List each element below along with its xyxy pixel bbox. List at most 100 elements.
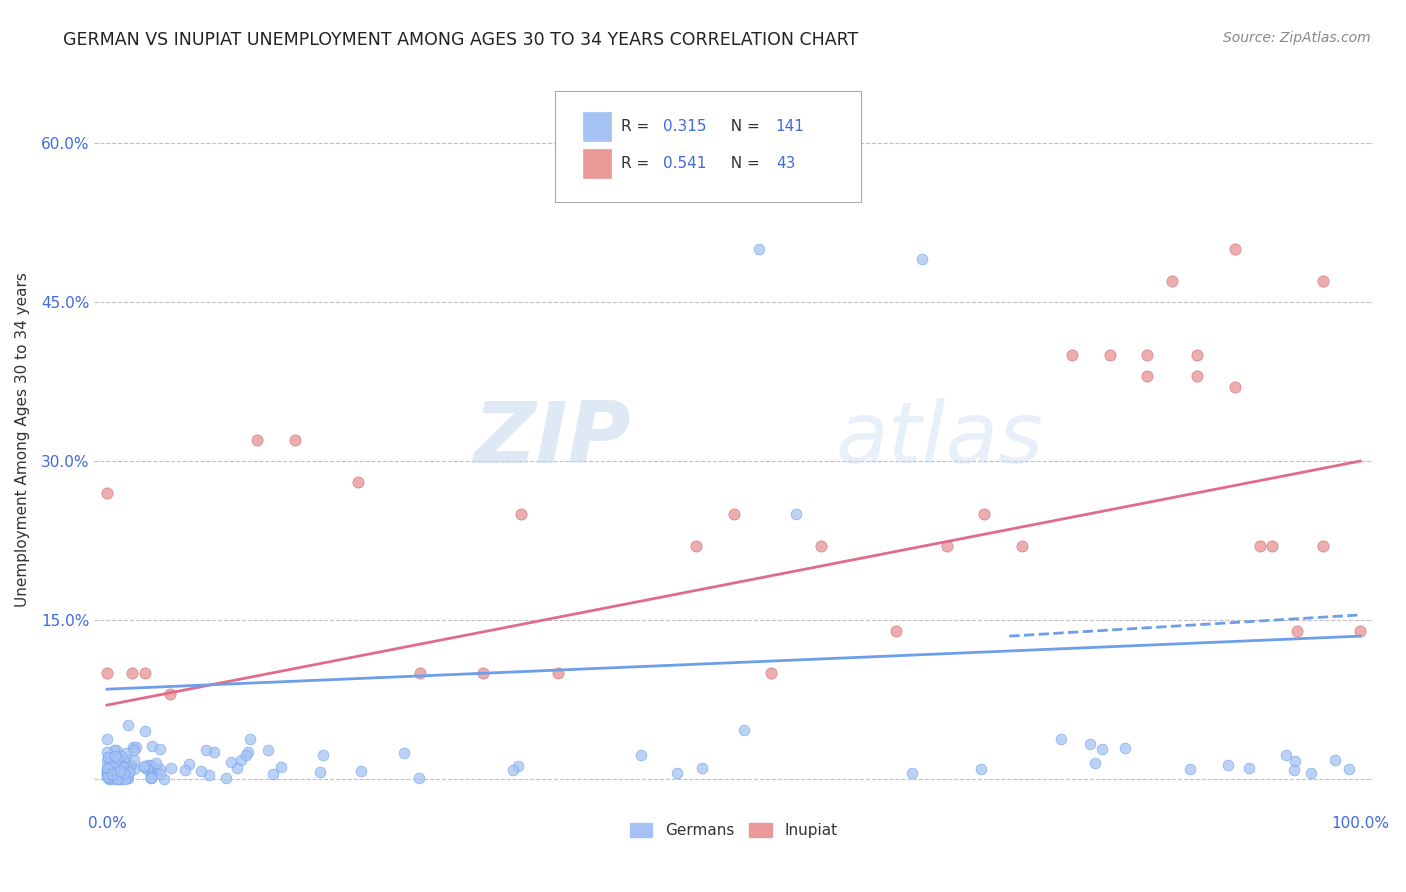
Point bbox=[97, 761, 120, 775]
Point bbox=[190, 764, 212, 778]
Point bbox=[120, 759, 142, 773]
Point bbox=[139, 768, 162, 782]
Point bbox=[136, 758, 159, 772]
Point bbox=[973, 507, 995, 521]
Point bbox=[121, 666, 143, 681]
Point bbox=[408, 772, 430, 786]
Point bbox=[221, 755, 243, 769]
Point bbox=[117, 718, 139, 732]
Point bbox=[1187, 348, 1209, 362]
Point bbox=[509, 507, 531, 521]
Point bbox=[1098, 348, 1121, 362]
Text: GERMAN VS INUPIAT UNEMPLOYMENT AMONG AGES 30 TO 34 YEARS CORRELATION CHART: GERMAN VS INUPIAT UNEMPLOYMENT AMONG AGE… bbox=[63, 31, 859, 49]
Point bbox=[502, 763, 524, 777]
Point bbox=[1136, 348, 1159, 362]
Point bbox=[112, 761, 135, 775]
Point bbox=[97, 749, 120, 764]
Point bbox=[886, 624, 908, 638]
Point bbox=[149, 742, 172, 756]
Point bbox=[159, 688, 181, 702]
Point bbox=[96, 767, 118, 781]
Point bbox=[96, 764, 118, 779]
Point bbox=[96, 745, 118, 759]
Point bbox=[1060, 348, 1083, 362]
Point bbox=[1084, 756, 1107, 771]
Point bbox=[1180, 762, 1202, 776]
Point bbox=[139, 772, 162, 786]
Point bbox=[105, 743, 128, 757]
Text: 43: 43 bbox=[776, 156, 796, 171]
Point bbox=[108, 764, 131, 778]
Point bbox=[101, 769, 124, 783]
Point bbox=[103, 760, 125, 774]
Point bbox=[101, 767, 124, 781]
Point bbox=[202, 745, 225, 759]
Point bbox=[1286, 624, 1309, 638]
Point bbox=[1348, 624, 1371, 638]
Text: N =: N = bbox=[721, 156, 765, 171]
Point bbox=[1161, 274, 1184, 288]
Point bbox=[104, 755, 127, 769]
Point bbox=[723, 507, 745, 521]
Point bbox=[257, 743, 280, 757]
Point bbox=[96, 767, 118, 781]
Text: R =: R = bbox=[621, 119, 654, 134]
Text: 141: 141 bbox=[776, 119, 804, 134]
Point bbox=[1339, 762, 1361, 776]
Point bbox=[810, 539, 832, 553]
Point bbox=[685, 539, 707, 553]
Point bbox=[733, 723, 755, 737]
Point bbox=[145, 764, 167, 778]
Point bbox=[312, 747, 335, 762]
Bar bbox=[582, 149, 610, 178]
Point bbox=[97, 749, 120, 764]
Point bbox=[471, 666, 494, 681]
Point bbox=[215, 771, 238, 785]
Point bbox=[690, 761, 713, 775]
Point bbox=[174, 763, 197, 777]
Point bbox=[132, 758, 155, 772]
Point bbox=[309, 765, 332, 780]
Point bbox=[96, 764, 118, 778]
Point bbox=[124, 762, 146, 776]
Point bbox=[970, 763, 993, 777]
Point bbox=[96, 762, 118, 776]
Point bbox=[134, 666, 156, 681]
Point bbox=[239, 732, 262, 747]
Point bbox=[96, 769, 118, 783]
Point bbox=[139, 772, 162, 786]
Point bbox=[236, 745, 259, 759]
Point bbox=[117, 764, 139, 778]
Point bbox=[141, 757, 163, 772]
Point bbox=[118, 765, 141, 780]
Point bbox=[1187, 369, 1209, 384]
Point bbox=[96, 762, 118, 776]
Point bbox=[115, 751, 138, 765]
Point bbox=[101, 756, 124, 770]
Point bbox=[179, 757, 201, 772]
Text: N =: N = bbox=[721, 119, 765, 134]
Point bbox=[1078, 737, 1101, 751]
Point bbox=[194, 743, 217, 757]
Point bbox=[141, 739, 163, 753]
Point bbox=[666, 765, 689, 780]
Point bbox=[105, 755, 128, 769]
Point bbox=[910, 252, 932, 267]
Point bbox=[100, 752, 122, 766]
Point bbox=[105, 768, 128, 782]
Point bbox=[145, 756, 167, 770]
Point bbox=[97, 769, 120, 783]
Point bbox=[152, 772, 174, 786]
Point bbox=[226, 761, 249, 775]
Point bbox=[346, 475, 368, 490]
Point bbox=[1261, 539, 1284, 553]
Text: Source: ZipAtlas.com: Source: ZipAtlas.com bbox=[1223, 31, 1371, 45]
Point bbox=[1216, 758, 1239, 772]
Point bbox=[96, 732, 118, 747]
Point bbox=[125, 739, 148, 754]
Point bbox=[111, 758, 134, 772]
Point bbox=[121, 758, 143, 772]
Point bbox=[98, 771, 121, 785]
Bar bbox=[582, 112, 610, 141]
Point bbox=[935, 539, 957, 553]
